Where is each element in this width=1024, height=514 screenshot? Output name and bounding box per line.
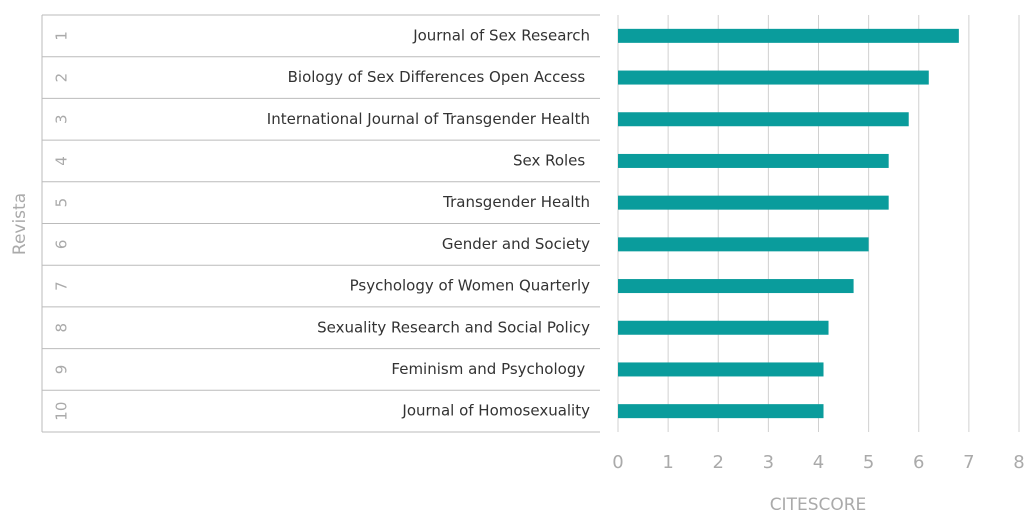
rank-label: 7 [53, 281, 71, 291]
category-label: Sexuality Research and Social Policy [317, 318, 590, 336]
x-tick-label: 3 [763, 452, 774, 473]
x-tick-label: 8 [1013, 452, 1024, 473]
bar [618, 28, 959, 43]
bar [618, 195, 889, 210]
rank-label: 3 [53, 114, 71, 124]
bar [618, 320, 829, 335]
bar [618, 279, 854, 294]
rank-label: 4 [53, 156, 71, 166]
bar [618, 362, 824, 377]
rank-label: 8 [53, 323, 71, 333]
category-label: Psychology of Women Quarterly [350, 277, 591, 295]
bar [618, 237, 869, 252]
category-label: Gender and Society [442, 235, 590, 253]
x-tick-label: 0 [612, 452, 623, 473]
x-axis-title: CITESCORE [770, 495, 867, 514]
rank-label: 2 [53, 73, 71, 83]
rank-label: 5 [53, 198, 71, 208]
bar [618, 404, 824, 419]
x-tick-label: 4 [813, 452, 824, 473]
y-axis-title: Revista [10, 193, 30, 255]
category-label: Journal of Homosexuality [401, 402, 590, 420]
x-tick-label: 5 [863, 452, 874, 473]
rank-label: 9 [53, 365, 71, 375]
rank-label: 10 [53, 402, 71, 421]
category-label: Biology of Sex Differences Open Access [288, 68, 590, 86]
category-label: Feminism and Psychology [391, 360, 590, 378]
x-tick-label: 7 [963, 452, 974, 473]
x-tick-label: 1 [662, 452, 673, 473]
rank-label: 1 [53, 31, 71, 41]
category-label: Sex Roles [513, 151, 590, 169]
x-tick-label: 2 [713, 452, 724, 473]
bar [618, 112, 909, 127]
rank-label: 6 [53, 240, 71, 250]
x-tick-label: 6 [913, 452, 924, 473]
category-label: Journal of Sex Research [412, 26, 590, 44]
category-label: International Journal of Transgender Hea… [267, 110, 590, 128]
bar [618, 153, 889, 168]
bar [618, 70, 929, 85]
category-label: Transgender Health [442, 193, 590, 211]
